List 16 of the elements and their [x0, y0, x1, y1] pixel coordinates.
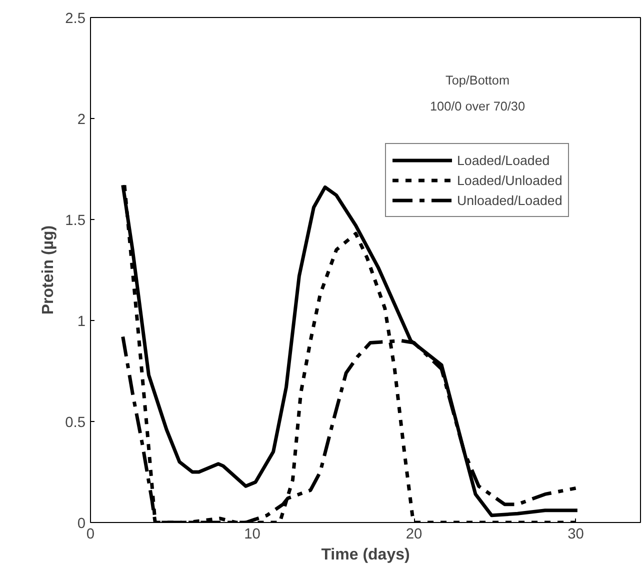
y-tick-label: 0 [77, 516, 86, 532]
x-tick-label: 10 [244, 526, 260, 542]
y-tick-label: 1.5 [65, 213, 86, 229]
x-tick-label: 30 [568, 526, 584, 542]
x-axis-title: Time (days) [321, 546, 410, 564]
y-axis-title: Protein (µg) [40, 225, 58, 315]
y-tick-label: 2.5 [65, 11, 86, 27]
y-tick-label: 0.5 [65, 415, 86, 431]
legend-label: Loaded/Loaded [457, 152, 550, 168]
annotation: Top/Bottom [445, 74, 510, 88]
annotation: 100/0 over 70/30 [430, 100, 525, 114]
y-tick-label: 1 [77, 314, 86, 330]
legend-label: Unloaded/Loaded [457, 192, 562, 208]
y-tick-label: 2 [77, 112, 86, 128]
x-tick-label: 20 [406, 526, 422, 542]
legend-label: Loaded/Unloaded [457, 172, 562, 188]
